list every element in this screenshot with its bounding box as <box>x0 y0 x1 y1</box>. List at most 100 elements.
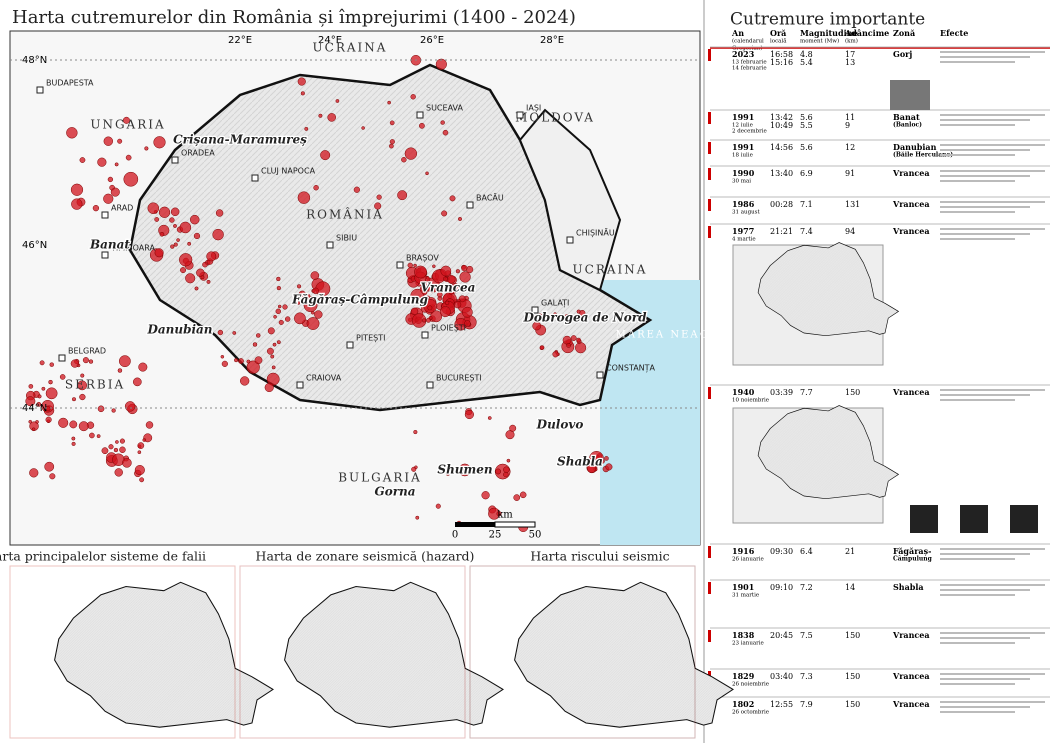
earthquake-dot <box>539 345 545 350</box>
earthquake-dot <box>447 287 455 295</box>
earthquake-dot <box>254 356 263 365</box>
earthquake-dot <box>536 313 544 320</box>
scale-label: 50 <box>529 530 542 541</box>
row-depth: 13 <box>845 58 855 67</box>
earthquake-dot <box>297 191 311 204</box>
earthquake-dot <box>173 224 177 228</box>
earthquake-dot <box>389 120 395 126</box>
row-marker <box>708 630 711 642</box>
country-label: UCRAINA <box>313 41 388 55</box>
earthquake-dot <box>553 312 557 316</box>
earthquake-dot <box>125 154 132 161</box>
earthquake-dot <box>461 265 468 272</box>
earthquake-dot <box>397 190 408 201</box>
table-header: (km) <box>845 38 858 45</box>
row-time: 20:45 <box>770 631 793 640</box>
earthquake-dot <box>71 397 77 402</box>
city-label: ORADEA <box>181 149 215 158</box>
row-marker <box>708 387 711 399</box>
earthquake-dot <box>70 183 84 196</box>
row-time: 21:21 <box>770 227 793 236</box>
earthquake-dot <box>122 458 132 468</box>
graticule-label: 28°E <box>540 35 564 46</box>
bottom-map-title: Harta principalelor sisteme de falii <box>0 549 206 564</box>
earthquake-dot <box>310 271 320 280</box>
country-label: UNGARIA <box>90 118 165 132</box>
earthquake-dot <box>41 386 46 391</box>
earthquake-dot <box>256 333 261 338</box>
row-time: 00:28 <box>770 200 793 209</box>
earthquake-dot <box>28 419 33 424</box>
earthquake-dot <box>124 401 136 412</box>
earthquake-dot <box>425 317 431 323</box>
row-time: 10:49 <box>770 121 793 130</box>
earthquake-dot <box>458 216 462 221</box>
scale-label: km <box>497 510 513 521</box>
earthquake-dot <box>503 466 510 473</box>
earthquake-dot <box>173 242 178 247</box>
bottom-map-frame <box>9 565 236 739</box>
row-year: 1838 <box>732 630 755 640</box>
earthquake-dot <box>496 511 502 517</box>
earthquake-dot <box>453 300 462 309</box>
row-marker <box>708 142 711 154</box>
city-label: CONSTANȚA <box>606 364 656 374</box>
row-depth: 150 <box>845 388 860 397</box>
row-time: 15:16 <box>770 58 793 67</box>
earthquake-dot <box>605 463 613 471</box>
earthquake-dot <box>158 206 171 218</box>
earthquake-dot <box>272 342 277 347</box>
country-label: MAREA NEAGRĂ <box>616 329 729 341</box>
bottom-map-title: Harta riscului seismic <box>530 549 669 564</box>
earthquake-dot <box>353 186 360 193</box>
qr-code <box>910 505 938 533</box>
row-magnitude: 7.2 <box>800 583 813 592</box>
earthquake-dot <box>440 265 452 277</box>
earthquake-dot <box>410 307 419 316</box>
earthquake-dot <box>566 343 571 348</box>
earthquake-dot <box>266 347 274 355</box>
row-depth: 94 <box>845 227 855 236</box>
row-date: 4 martie <box>732 237 756 243</box>
scale-bar <box>455 522 495 527</box>
row-magnitude: 7.1 <box>800 200 813 209</box>
earthquake-dot <box>464 320 471 327</box>
city-marker <box>596 371 604 379</box>
earthquake-dot <box>179 221 192 234</box>
city-marker <box>421 331 429 339</box>
earthquake-dot <box>310 310 315 315</box>
earthquake-dot <box>147 202 160 214</box>
earthquake-dot <box>425 171 429 176</box>
city-marker <box>296 381 304 389</box>
earthquake-dot <box>196 268 205 277</box>
earthquake-dot <box>246 359 251 364</box>
row-date: 14 februarie <box>732 66 767 72</box>
seismic-zone-label: Banat <box>89 238 130 252</box>
earthquake-dot <box>193 232 201 240</box>
earthquake-dot <box>153 136 166 149</box>
row-zone: (Băile Herculane) <box>893 152 953 159</box>
earthquake-dot <box>284 316 291 322</box>
graticule-label: 48°N <box>22 55 47 66</box>
seismic-zone-label: Făgăraș-Câmpulung <box>291 293 428 307</box>
earthquake-dot <box>421 297 426 302</box>
seismic-zone-label: Vrancea <box>421 281 476 295</box>
row-magnitude: 7.9 <box>800 700 813 709</box>
table-header: Efecte <box>940 28 968 38</box>
earthquake-dot <box>234 358 239 363</box>
country-label: BULGARIA <box>338 471 422 485</box>
earthquake-dot <box>458 463 472 477</box>
graticule-label: 46°N <box>22 240 47 251</box>
earthquake-dot <box>119 438 125 444</box>
earthquake-dot <box>461 306 473 318</box>
earthquake-dot <box>413 263 417 268</box>
earthquake-dot <box>296 284 302 289</box>
graticule-label: 44°N <box>22 403 47 414</box>
row-date: 18 iulie <box>732 153 753 159</box>
city-marker <box>426 381 434 389</box>
country-label: MOLDOVA <box>515 111 595 125</box>
earthquake-dot <box>36 401 42 407</box>
row-time: 13:40 <box>770 169 793 178</box>
earthquake-dot <box>59 374 66 380</box>
